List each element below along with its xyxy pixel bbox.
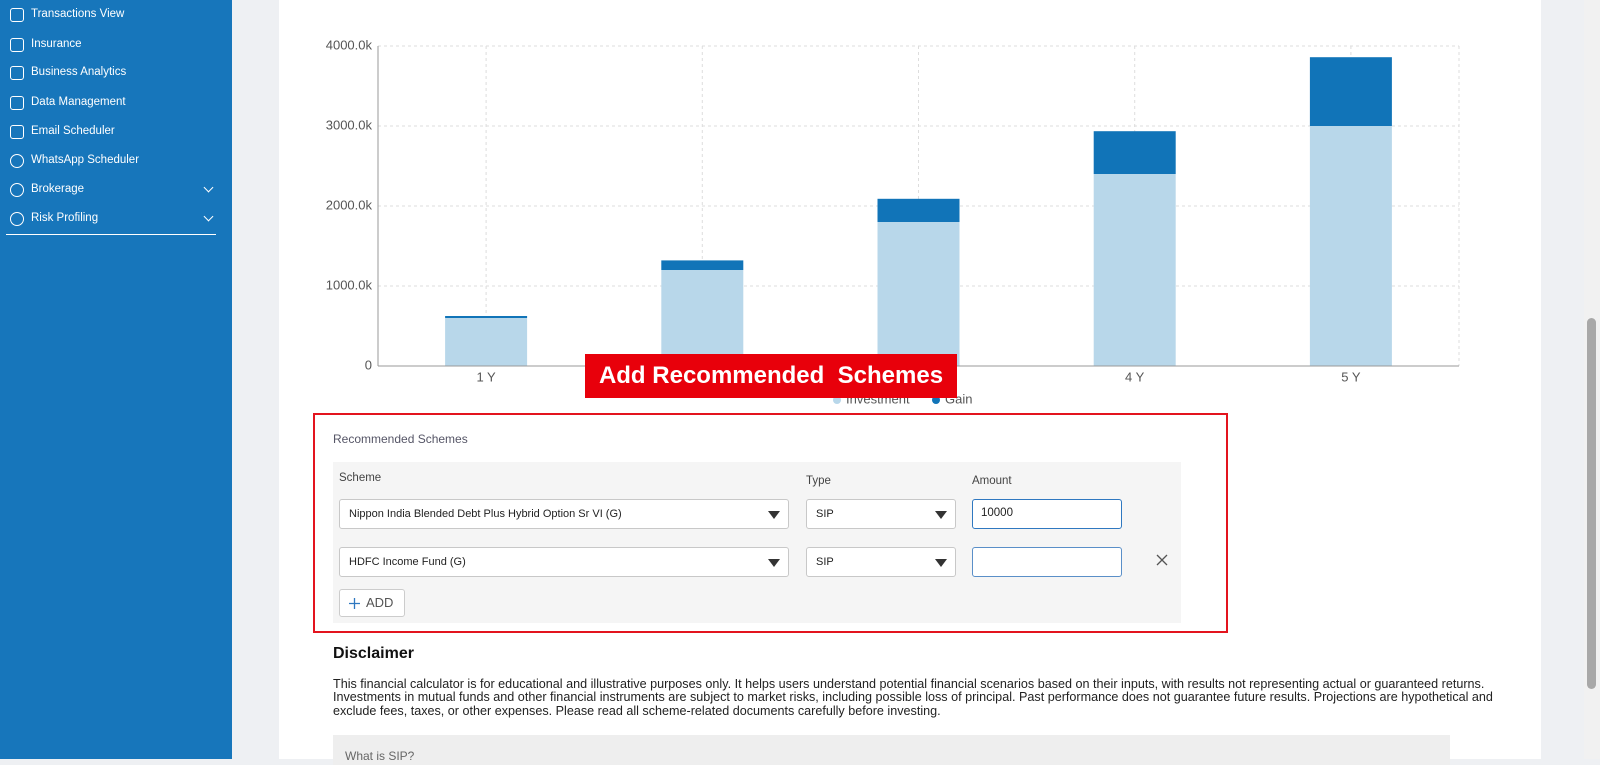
nav-icon bbox=[10, 66, 24, 80]
x-tick-label: 5 Y bbox=[1341, 369, 1361, 384]
highlight-box bbox=[313, 413, 1228, 633]
bar-segment bbox=[1309, 126, 1392, 366]
schemes-panel bbox=[333, 462, 1181, 623]
y-tick-label: 0 bbox=[365, 357, 372, 372]
nav-item[interactable]: Data Management bbox=[31, 96, 126, 108]
nav-item[interactable]: WhatsApp Scheduler bbox=[31, 154, 140, 166]
nav-icon bbox=[10, 125, 24, 139]
add-label: ADD bbox=[366, 595, 394, 610]
scheme-select[interactable]: Nippon India Blended Debt Plus Hybrid Op… bbox=[339, 499, 789, 529]
section-title: Recommended Schemes bbox=[333, 432, 468, 446]
scroll-thumb[interactable] bbox=[1587, 318, 1596, 689]
amount-value: 10000 bbox=[981, 507, 1013, 519]
bar-segment bbox=[877, 198, 960, 222]
scheme-value: HDFC Income Fund (G) bbox=[349, 556, 466, 568]
faq-label: What is SIP? bbox=[345, 749, 415, 763]
bar-segment bbox=[877, 222, 960, 366]
type-value: SIP bbox=[816, 508, 834, 520]
faq-item[interactable]: What is SIP? bbox=[333, 735, 1450, 765]
type-select[interactable]: SIP bbox=[806, 499, 956, 529]
bar-segment bbox=[1093, 174, 1176, 366]
bar-segment bbox=[661, 270, 744, 366]
x-tick-label: 1 Y bbox=[476, 369, 496, 384]
add-button[interactable]: ADD bbox=[339, 589, 405, 617]
x-tick-label: 4 Y bbox=[1125, 369, 1145, 384]
y-tick-label: 1000.0k bbox=[326, 277, 373, 292]
y-tick-label: 4000.0k bbox=[326, 37, 373, 52]
nav-item[interactable]: Brokerage bbox=[31, 183, 85, 195]
nav-icon bbox=[10, 212, 24, 226]
bar-segment bbox=[661, 260, 744, 270]
nav-icon bbox=[10, 154, 24, 168]
column-header: Scheme bbox=[339, 472, 382, 484]
annotation-banner: Add Recommended Schemes bbox=[585, 354, 957, 398]
nav-item[interactable]: Risk Profiling bbox=[31, 212, 99, 224]
bar-segment bbox=[445, 316, 528, 318]
nav-item[interactable]: Business Analytics bbox=[31, 66, 127, 78]
sidebar: Transactions View Insurance Business Analy… bbox=[0, 0, 232, 759]
nav-item[interactable]: Insurance bbox=[31, 38, 82, 50]
legend-marker bbox=[833, 396, 841, 404]
nav-icon bbox=[10, 183, 24, 197]
remove-row[interactable] bbox=[1156, 554, 1168, 566]
type-value: SIP bbox=[816, 556, 834, 568]
y-tick-label: 3000.0k bbox=[326, 117, 373, 132]
bar-segment bbox=[1309, 57, 1392, 127]
disclaimer-title: Disclaimer bbox=[333, 645, 414, 662]
bar-segment bbox=[445, 318, 528, 366]
type-select[interactable]: SIP bbox=[806, 547, 956, 577]
amount-input[interactable] bbox=[972, 547, 1122, 577]
nav-item[interactable]: Transactions View bbox=[31, 8, 125, 20]
divider bbox=[6, 234, 216, 235]
y-tick-label: 2000.0k bbox=[326, 197, 373, 212]
column-header: Type bbox=[806, 475, 831, 487]
nav-icon bbox=[10, 38, 24, 52]
plus-icon bbox=[349, 598, 360, 609]
legend-marker bbox=[932, 396, 940, 404]
nav-item[interactable]: Email Scheduler bbox=[31, 125, 115, 137]
bar-segment bbox=[1093, 131, 1176, 174]
column-header: Amount bbox=[972, 475, 1012, 487]
nav-icon bbox=[10, 96, 24, 110]
amount-input[interactable]: 10000 bbox=[972, 499, 1122, 529]
nav-icon bbox=[10, 8, 24, 22]
disclaimer-text: This financial calculator is for educati… bbox=[333, 677, 1493, 718]
scheme-value: Nippon India Blended Debt Plus Hybrid Op… bbox=[349, 508, 622, 520]
scheme-select[interactable]: HDFC Income Fund (G) bbox=[339, 547, 789, 577]
